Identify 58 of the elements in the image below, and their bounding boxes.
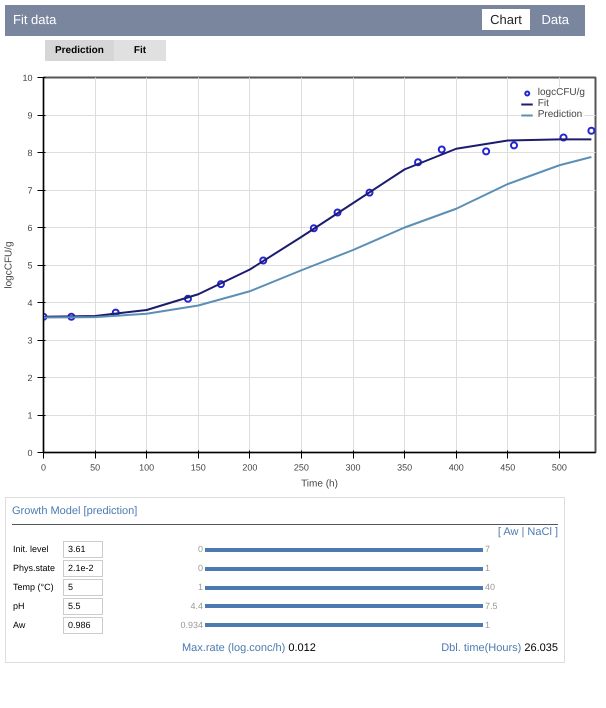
text: 1	[484, 618, 492, 632]
x-tick-label: 100	[139, 462, 154, 472]
legend-label: logcCFU/g	[538, 87, 585, 98]
y-tick-label: 4	[27, 298, 33, 308]
y-tick-label: 2	[27, 373, 33, 383]
text: [ Aw | NaCl ]	[496, 524, 558, 540]
text: 1	[196, 581, 204, 594]
text: 1	[484, 562, 492, 576]
x-tick-label: 500	[552, 462, 567, 472]
x-tick-label: 400	[448, 462, 464, 472]
text: 0.934	[179, 618, 204, 632]
y-axis-title: logcCFU/g	[3, 241, 14, 289]
text: 0	[196, 562, 204, 576]
text: Max.rate (log.conc/h)	[182, 642, 286, 654]
text: Aw	[12, 618, 26, 632]
text: 26.035	[524, 642, 558, 654]
text: Dbl. time(Hours)	[441, 642, 522, 654]
text: 5	[63, 579, 103, 596]
y-tick-label: 10	[22, 73, 33, 83]
text: 7.5	[484, 600, 499, 613]
text: 5.5	[63, 598, 103, 615]
text: 2.1e-2	[63, 560, 103, 578]
x-tick-label: 300	[346, 462, 361, 472]
text: 40	[484, 581, 496, 594]
x-tick-label: 0	[40, 462, 46, 472]
text: 0.012	[288, 642, 316, 654]
text: Fit	[114, 40, 166, 61]
text: Prediction	[45, 40, 114, 61]
text: Growth Model [prediction]	[12, 504, 558, 525]
legend-label: Fit	[538, 98, 550, 109]
legend-label: Prediction	[538, 109, 582, 120]
y-tick-label: 0	[27, 448, 33, 458]
text: 7	[484, 543, 492, 556]
chart-title: Fit data	[13, 11, 56, 29]
text: 3.61	[63, 541, 103, 558]
x-axis-title: Time (h)	[301, 478, 338, 490]
x-tick-label: 350	[397, 462, 412, 472]
x-tick-label: 200	[242, 462, 258, 472]
x-tick-label: 150	[190, 462, 206, 472]
y-tick-label: 6	[27, 223, 33, 233]
y-tick-label: 1	[27, 410, 33, 420]
text: Phys.state	[12, 562, 56, 576]
y-tick-label: 8	[27, 148, 33, 158]
y-tick-label: 3	[27, 336, 33, 346]
text: Temp (°C)	[12, 581, 55, 594]
y-tick-label: 9	[27, 110, 33, 120]
text: pH	[12, 600, 26, 613]
x-tick-label: 50	[90, 462, 100, 472]
text: 4.4	[189, 600, 204, 613]
x-tick-label: 450	[500, 462, 516, 472]
y-tick-label: 7	[27, 186, 33, 196]
text: 0.986	[63, 616, 103, 634]
text: Data	[540, 11, 570, 29]
text: Init. level	[12, 543, 50, 556]
text: Chart	[482, 9, 530, 30]
y-tick-label: 5	[27, 260, 33, 270]
x-tick-label: 250	[294, 462, 309, 472]
text: 0	[196, 543, 204, 556]
